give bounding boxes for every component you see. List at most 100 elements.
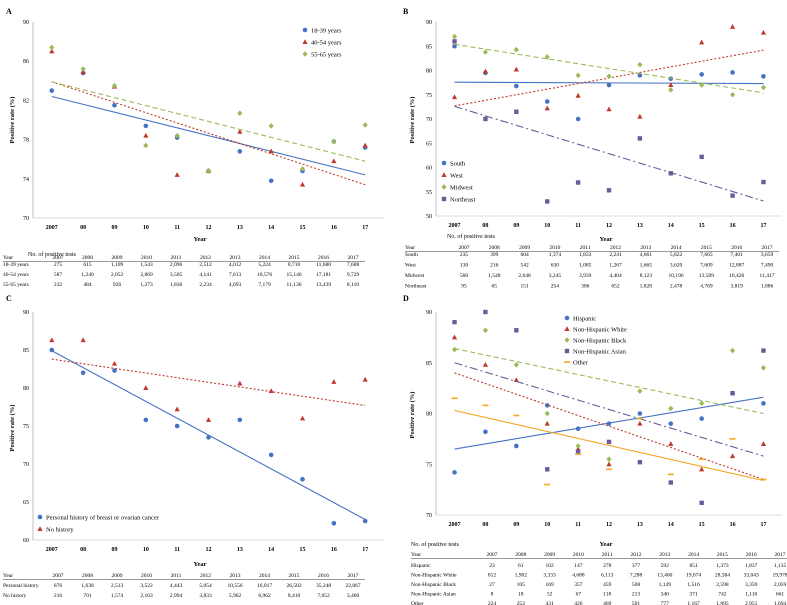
data-point (482, 361, 489, 367)
table-cell: 1,110 (745, 592, 757, 598)
table-cell: 278 (603, 563, 612, 569)
table-cell: 232 (54, 282, 63, 288)
legend-marker (302, 39, 308, 44)
table-cell: 17,181 (316, 272, 331, 278)
data-point (268, 452, 274, 458)
table-cell: 926 (113, 282, 122, 288)
table-year-header: 2017 (762, 245, 773, 251)
x-tick-label: 17 (362, 547, 368, 553)
table-cell: 8,410 (288, 593, 301, 599)
table-cell: 1,665 (640, 263, 653, 269)
trend-line (51, 81, 366, 186)
x-tick-label: 14 (668, 522, 674, 528)
table-cell: 7,490 (761, 263, 774, 269)
x-tick-label: 15 (300, 547, 306, 553)
y-tick-label: 74 (23, 177, 29, 183)
table-row-label: Northeast (405, 284, 427, 290)
table-cell: 1,694 (774, 601, 787, 605)
data-point (268, 388, 274, 394)
table-cell: 615 (83, 262, 92, 268)
table-year-header: 2015 (289, 255, 300, 261)
data-point (482, 68, 489, 74)
table-cell: 7,401 (731, 252, 744, 258)
table-cell: 8 (491, 592, 494, 598)
x-tick-label: 11 (174, 547, 180, 553)
table-cell: 8,710 (288, 262, 301, 268)
table-cell: 28,384 (715, 573, 730, 579)
table-cell: 224 (488, 601, 497, 605)
table-cell: 16,426 (729, 273, 744, 279)
table-cell: 371 (689, 592, 698, 598)
data-point (331, 520, 337, 526)
table-cell: 102 (545, 563, 554, 569)
legend-marker (37, 514, 43, 520)
y-tick-label: 90 (426, 310, 432, 316)
table-cell: 5,054 (199, 583, 212, 589)
data-point (729, 453, 736, 459)
table-cell: 216 (54, 593, 63, 599)
table-row-label: South (405, 252, 418, 258)
data-point (331, 158, 337, 164)
table-year-header: 2010 (549, 245, 560, 251)
table-cell: 254 (551, 284, 560, 290)
data-point (237, 380, 243, 386)
x-tick-label: 14 (268, 225, 274, 231)
table-cell: 3,333 (543, 573, 556, 579)
x-tick-label: 2007 (46, 547, 58, 553)
data-point (452, 39, 457, 44)
data-point (575, 426, 581, 432)
data-point (49, 44, 55, 51)
y-tick-label: 78 (23, 138, 29, 144)
table-year-header: 2014 (688, 552, 699, 558)
data-point (699, 72, 704, 77)
table-cell: 1,836 (170, 282, 183, 288)
panel-c: C 60 65 70 75 80 85 90 2007 08 09 10 11 12 13 14 15 16 17 Y… (3, 294, 384, 599)
x-tick-label: 16 (730, 223, 736, 229)
table-cell: 701 (83, 593, 92, 599)
table-year-header: 2010 (573, 552, 584, 558)
x-tick-label: 11 (174, 225, 180, 231)
data-table: Year 2007 2008 2009 2010 2011 2012 2013 2014 2015… (3, 573, 365, 599)
data-point (174, 423, 180, 429)
table-year-header: 2016 (731, 245, 742, 251)
table-cell: 3,460 (347, 593, 360, 599)
table-title: No. of positive tests (411, 541, 460, 548)
table-cell: 7,288 (630, 573, 643, 579)
data-point (698, 458, 705, 460)
trend-line (51, 95, 366, 176)
data-point (699, 400, 705, 407)
table-cell: 508 (632, 582, 641, 588)
legend: Hispanic Non-Hispanic White Non-Hispanic B… (564, 315, 627, 366)
data-point (729, 347, 736, 354)
data-point (668, 441, 674, 446)
table-row-label: Non-Hispanic White (411, 573, 457, 579)
table-cell: 4,141 (199, 272, 212, 278)
data-point (699, 500, 704, 506)
legend-marker (37, 526, 43, 531)
data-point (575, 180, 581, 185)
data-point (575, 449, 581, 455)
table-cell: 1,149 (659, 582, 672, 588)
data-point (730, 391, 735, 396)
data-point (606, 82, 612, 88)
data-point (699, 39, 705, 45)
table-cell: 3,833 (199, 593, 212, 599)
trend-line (454, 348, 764, 415)
data-point (668, 171, 673, 176)
table-cell: 587 (54, 272, 63, 278)
data-point (174, 132, 180, 139)
legend-label: Non-Hispanic Black (573, 337, 627, 344)
data-table: No. of positive tests Year 2007 2008 2009 201… (3, 251, 365, 288)
data-point (174, 406, 180, 412)
table-year-header: 2011 (602, 552, 613, 558)
table-year-header: 2016 (746, 552, 757, 558)
data-point (483, 116, 488, 122)
data-point (451, 33, 458, 40)
table-cell: 151 (520, 284, 529, 290)
data-point (730, 193, 735, 198)
table-row-label: Non-Hispanic Asian (411, 592, 456, 598)
table-cell: 1,543 (140, 262, 153, 268)
table-row-label: 55-65 years (3, 282, 29, 288)
table-cell: 542 (520, 263, 529, 269)
